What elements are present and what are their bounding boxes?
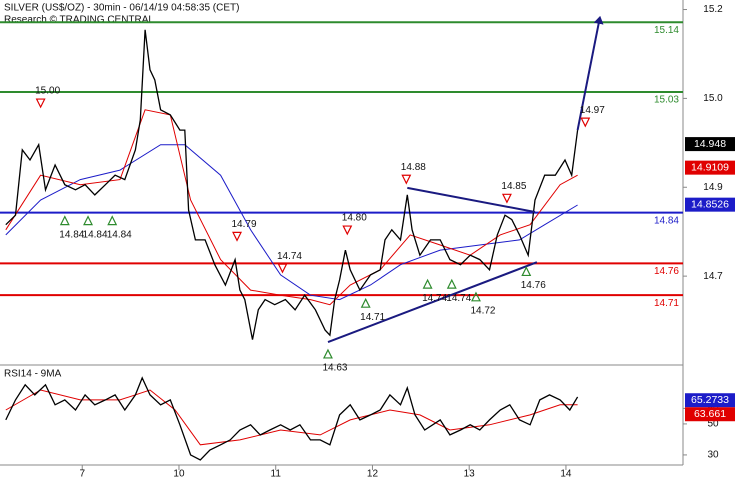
y-tick-label: 30 <box>707 450 719 461</box>
x-tick-label: 13 <box>464 469 476 480</box>
signal-label: 14.79 <box>232 219 257 230</box>
signal-label: 14.84 <box>83 229 108 240</box>
last-value-label: 65.2733 <box>691 394 729 406</box>
x-tick-label: 12 <box>367 469 379 480</box>
last-value-label: 14.8526 <box>691 198 729 210</box>
signal-label: 14.85 <box>501 181 526 192</box>
last-value-box <box>685 393 735 408</box>
last-value-label: 14.948 <box>694 138 726 150</box>
trendline <box>576 15 604 131</box>
level-label: 14.71 <box>654 298 679 309</box>
x-tick-label: 10 <box>173 469 185 480</box>
x-tick-label: 7 <box>79 469 85 480</box>
signal-label: 14.84 <box>107 229 132 240</box>
signal-label: 14.97 <box>580 105 605 116</box>
signal-label: 14.76 <box>521 280 546 291</box>
y-tick-label: 14.7 <box>703 271 723 282</box>
signal-label: 14.88 <box>401 162 426 173</box>
signal-label: 14.63 <box>322 363 347 374</box>
y-tick-label: 14.9 <box>703 182 723 193</box>
y-tick-label: 15.0 <box>703 93 723 104</box>
level-label: 14.84 <box>654 215 679 226</box>
signal-marker <box>360 297 371 308</box>
last-value-box <box>685 137 735 152</box>
signal-marker <box>471 291 481 302</box>
chart-subtitle: Research © TRADING CENTRAL <box>4 15 154 26</box>
signal-label: 14.74 <box>446 293 471 304</box>
chart-title: SILVER (US$/OZ) - 30min - 06/14/19 04:58… <box>4 3 239 14</box>
last-value-label: 14.9109 <box>691 161 729 173</box>
last-value-box <box>685 407 735 422</box>
y-tick-label: 50 <box>707 419 719 430</box>
series-line <box>5 376 579 461</box>
last-value-label: 63.661 <box>694 408 726 420</box>
signal-marker <box>580 117 591 128</box>
signal-marker <box>401 174 412 185</box>
signal-marker <box>83 215 94 226</box>
signal-marker <box>232 231 242 242</box>
level-label: 14.76 <box>654 266 679 277</box>
trendline <box>407 186 536 213</box>
signal-label: 14.72 <box>470 305 495 316</box>
signal-label: 15.00 <box>35 86 60 97</box>
signal-marker <box>501 193 512 204</box>
signal-label: 14.80 <box>342 213 367 224</box>
trendline <box>327 261 538 344</box>
signal-label: 14.74 <box>422 293 447 304</box>
signal-marker <box>277 263 288 274</box>
signal-marker <box>422 278 433 289</box>
series-line <box>5 109 578 306</box>
rsi-title: RSI14 - 9MA <box>4 369 62 380</box>
signal-label: 14.71 <box>360 312 385 323</box>
signal-marker <box>107 215 118 226</box>
signal-marker <box>446 278 457 289</box>
signal-marker <box>322 348 333 359</box>
y-tick-label: 15.2 <box>703 4 723 15</box>
last-value-box <box>685 160 735 175</box>
last-value-box <box>685 197 735 212</box>
series-line <box>5 389 578 446</box>
signal-label: 14.74 <box>277 251 302 262</box>
x-tick-label: 11 <box>271 469 282 480</box>
level-label: 15.14 <box>654 25 679 36</box>
signal-marker <box>59 215 70 226</box>
signal-label: 14.84 <box>59 229 84 240</box>
level-label: 15.03 <box>654 95 679 106</box>
x-tick-label: 14 <box>560 469 572 480</box>
signal-marker <box>35 98 46 109</box>
series-line <box>5 29 579 340</box>
signal-marker <box>521 266 532 277</box>
signal-marker <box>342 225 353 236</box>
